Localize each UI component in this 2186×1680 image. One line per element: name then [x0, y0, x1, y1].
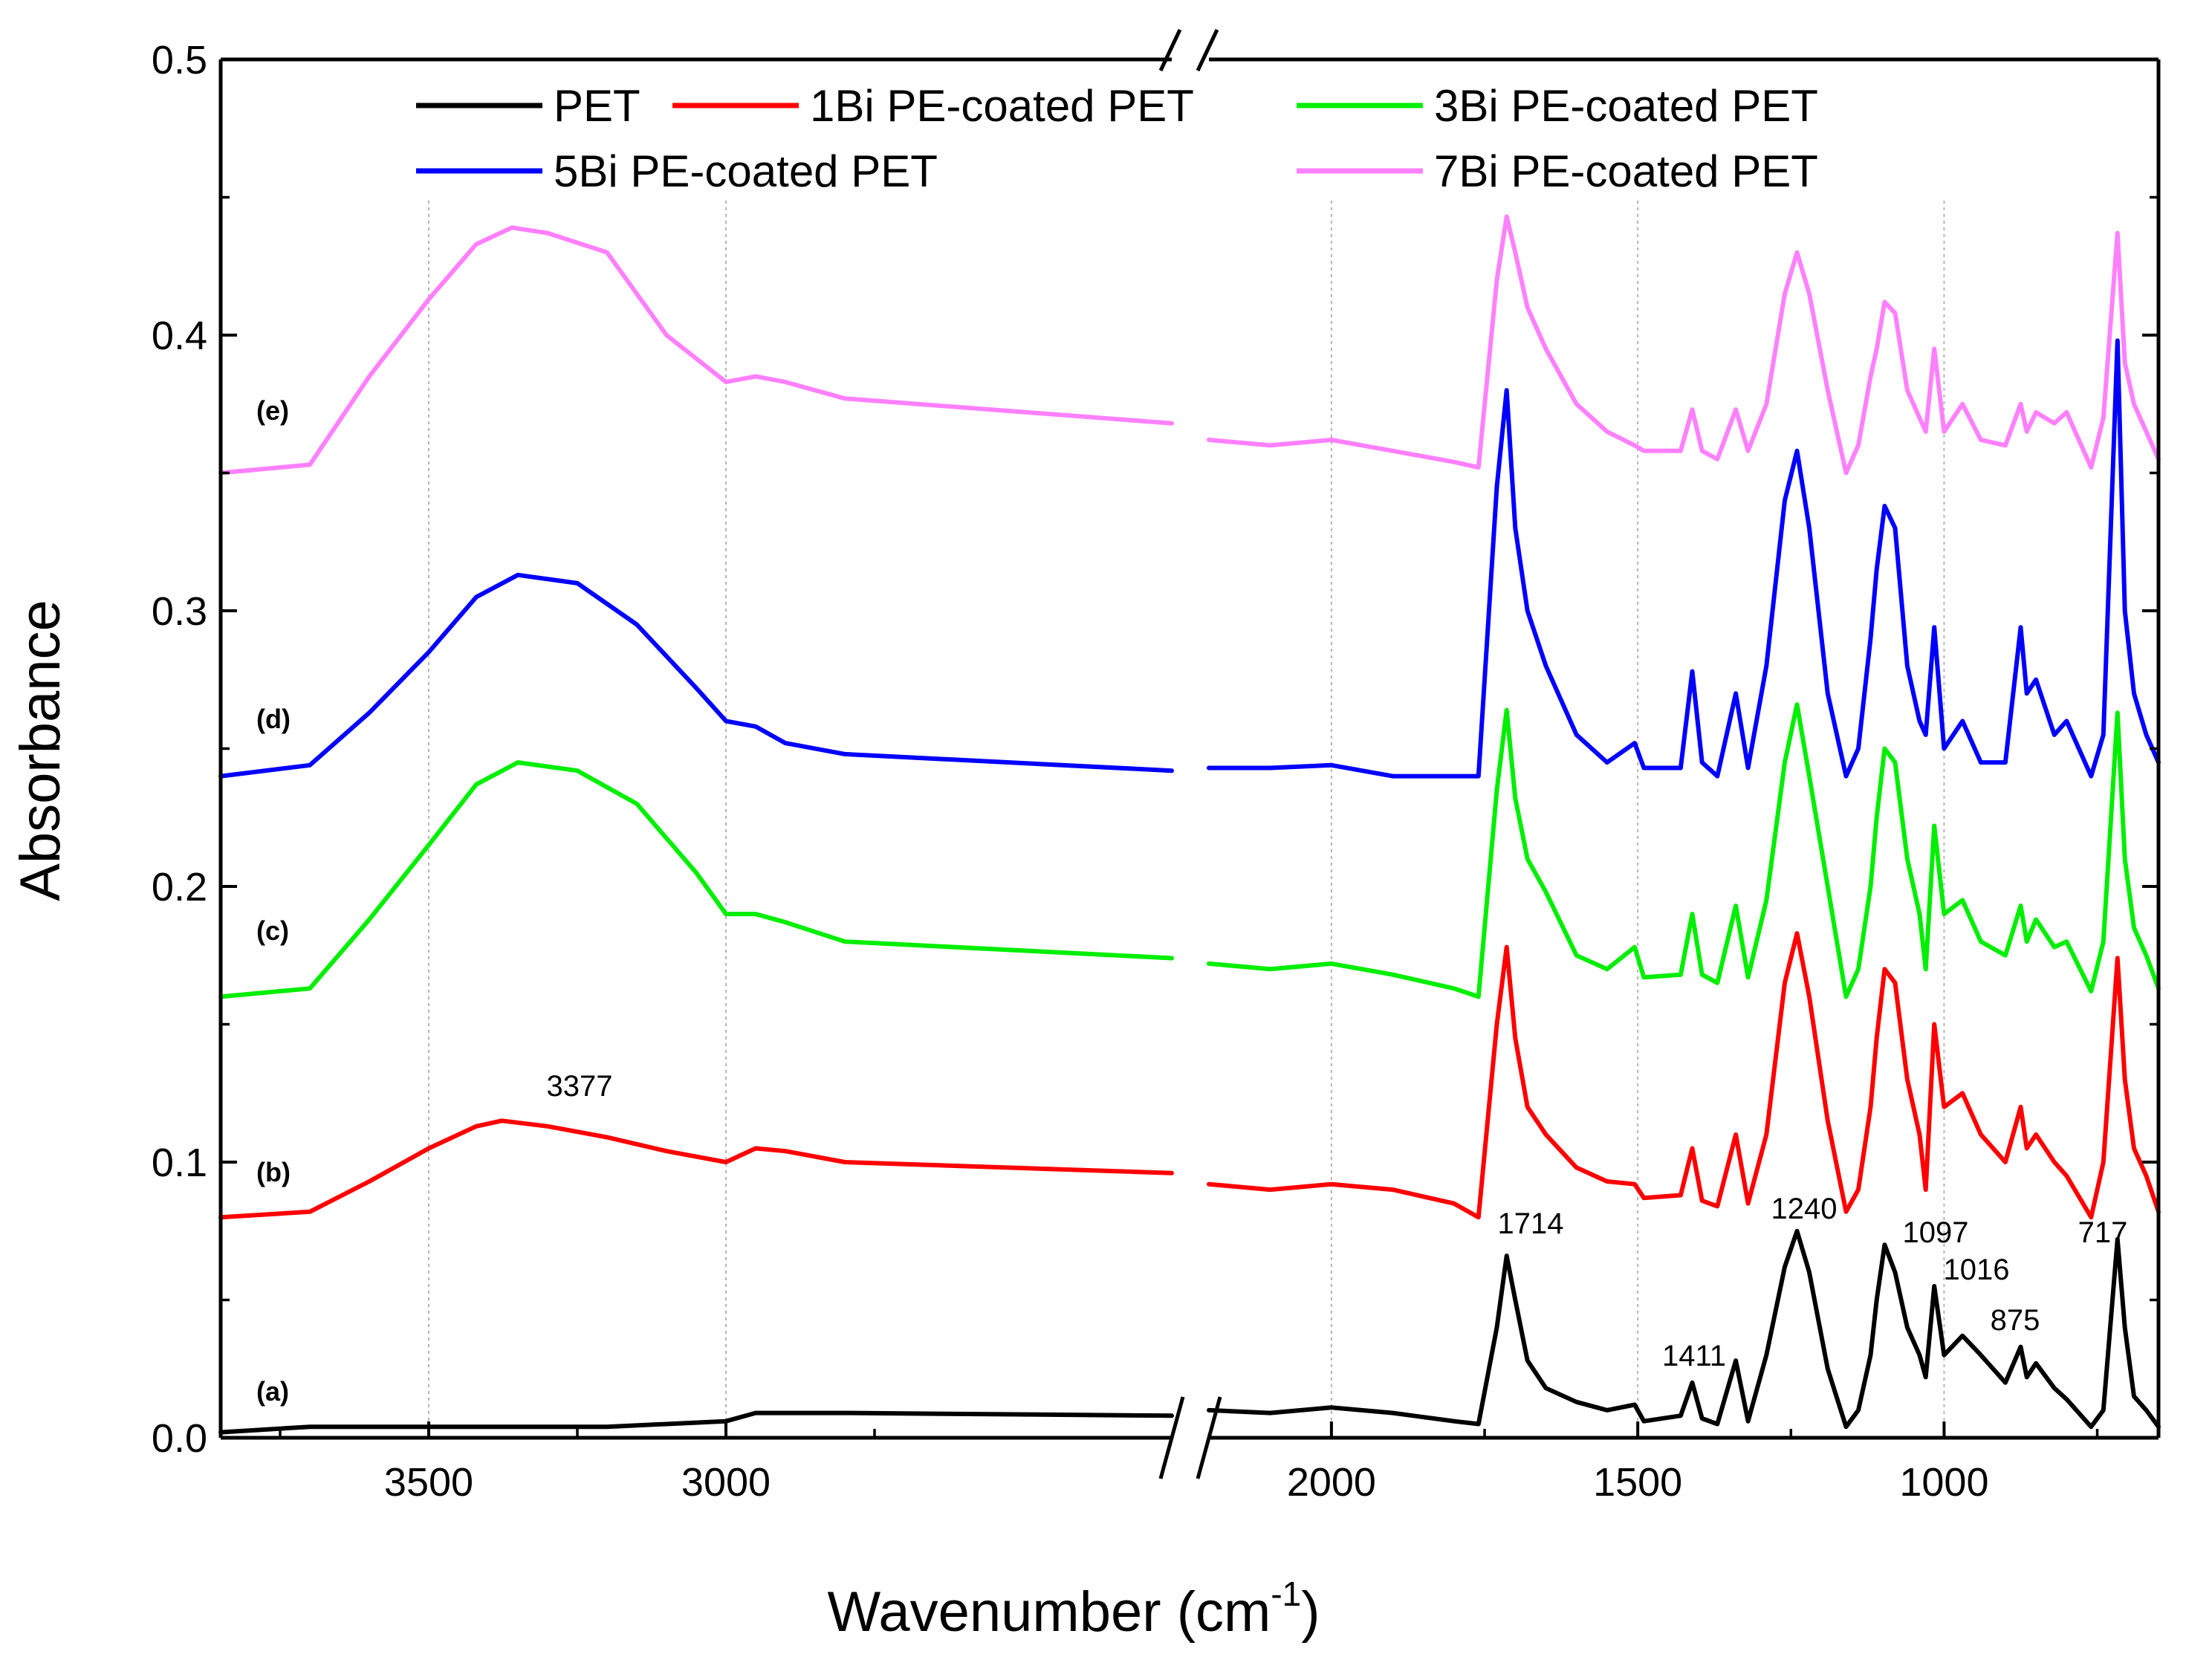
curve-label-a: (a) [256, 1376, 289, 1407]
peak-label: 1016 [1944, 1253, 2010, 1286]
x-axis-title: Wavenumber (cm-1) [827, 1574, 1320, 1644]
axis-break-mark [1158, 1396, 1185, 1479]
curve-label-c: (c) [256, 915, 289, 946]
x-axis-title-superscript: -1 [1271, 1574, 1301, 1613]
series-line-3bi-right [1207, 702, 2161, 999]
y-tick-label: 0.1 [152, 1141, 207, 1185]
y-tick-label: 0.2 [152, 865, 207, 909]
peak-label: 1714 [1498, 1207, 1564, 1240]
peak-label: 1240 [1771, 1193, 1838, 1225]
y-tick-label: 0.0 [152, 1416, 207, 1461]
curve-label-d: (d) [256, 704, 291, 734]
legend-label-1bi: 1Bi PE-coated PET [810, 81, 1194, 131]
peak-label: 3377 [547, 1070, 613, 1103]
x-tick-label: 3500 [384, 1460, 473, 1505]
x-tick-label: 3000 [681, 1460, 771, 1505]
series-line-5bi-left [218, 572, 1174, 779]
peak-label: 1411 [1662, 1340, 1726, 1372]
curve-label-b: (b) [256, 1157, 291, 1187]
x-axis-title-main: Wavenumber (cm [827, 1580, 1271, 1644]
legend: PET 1Bi PE-coated PET 3Bi PE-coated PET … [416, 81, 1818, 196]
x-tick-label: 1500 [1593, 1460, 1682, 1505]
curve-labels: (a) (b) (c) (d) (e) [256, 395, 291, 1407]
legend-label-3bi: 3Bi PE-coated PET [1434, 81, 1818, 131]
y-tick-label: 0.5 [152, 38, 207, 82]
y-tick-label: 0.3 [152, 589, 207, 634]
legend-label-5bi: 5Bi PE-coated PET [554, 146, 938, 196]
x-tick-label: 2000 [1287, 1460, 1376, 1505]
grid-layer [428, 201, 1945, 1438]
peak-label: 717 [2078, 1216, 2128, 1249]
series-line-3bi-left [218, 760, 1174, 999]
plot-frame [218, 28, 2161, 1479]
tick-layer: 0.0 0.1 0.2 0.3 0.4 0.5 3500 3000 2000 1500 1000 [152, 38, 2159, 1505]
x-axis-title-close: ) [1301, 1580, 1320, 1644]
series-line-7bi-right [1207, 214, 2161, 476]
legend-label-7bi: 7Bi PE-coated PET [1434, 146, 1818, 196]
peak-label: 1097 [1903, 1216, 1969, 1249]
peak-label: 875 [1991, 1304, 2040, 1337]
axis-break-mark [1158, 28, 1182, 72]
series-line-pet-left [218, 1410, 1174, 1435]
curve-label-e: (e) [256, 395, 289, 426]
series-line-1bi-right [1207, 931, 2161, 1220]
legend-label-pet: PET [554, 81, 640, 131]
series-line-5bi-right [1207, 338, 2161, 779]
series-layer [218, 214, 2161, 1435]
series-line-7bi-left [218, 225, 1174, 476]
x-tick-label: 1000 [1899, 1460, 1988, 1505]
axis-break-mark [1196, 28, 1219, 72]
y-axis-title: Absorbance [9, 600, 72, 901]
y-tick-label: 0.4 [152, 314, 207, 358]
series-line-1bi-left [218, 1118, 1174, 1220]
series-line-pet-right [1207, 1228, 2161, 1430]
peak-annotations: 3377 1714 1411 1240 1097 1016 875 717 [547, 1070, 2128, 1372]
axis-break-mark [1196, 1396, 1222, 1479]
